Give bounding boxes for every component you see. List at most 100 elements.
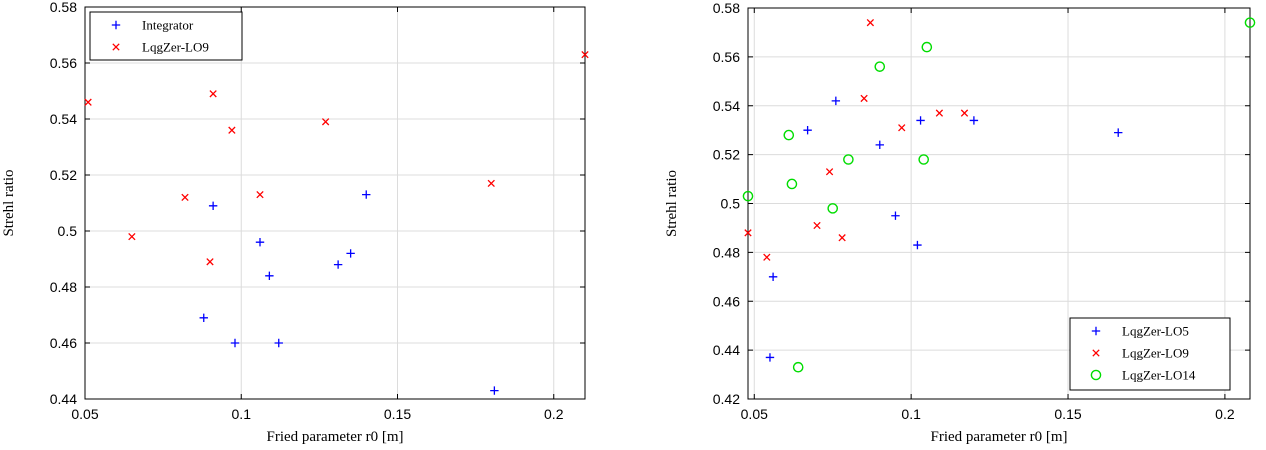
data-point xyxy=(1114,128,1123,137)
data-point xyxy=(969,116,979,125)
data-point xyxy=(763,253,771,261)
y-tick-label: 0.44 xyxy=(50,391,77,407)
legend-marker xyxy=(1090,369,1102,381)
legend-marker xyxy=(112,43,120,51)
data-point xyxy=(813,221,821,230)
data-point xyxy=(321,118,330,126)
legend-marker xyxy=(111,20,121,30)
left-scatter-plot: 0.05 0.1 0.15 0.2 0.44 0.46 0.48 0.5 0.52 0.54 0.5… xyxy=(1,0,589,445)
legend: Integrator LqgZer-LO9 xyxy=(89,11,243,61)
right-scatter-plot: 0.05 0.1 0.15 0.2 0.42 0.44 0.46 0.48 0.5 0.52 0.5… xyxy=(664,0,1256,445)
x-tick-label: 0.2 xyxy=(544,406,564,422)
data-point xyxy=(1244,17,1256,28)
data-point xyxy=(490,386,499,395)
x-tick-label: 0.15 xyxy=(1054,406,1081,422)
legend: LqgZer-LO5 LqgZer-LO9 LqgZer-LO14 xyxy=(1069,317,1231,391)
data-point xyxy=(581,50,589,59)
y-tick-label: 0.46 xyxy=(50,335,77,351)
y-tick-label: 0.52 xyxy=(713,147,740,163)
data-point xyxy=(206,258,214,266)
y-tick-label: 0.58 xyxy=(50,0,77,15)
data-point xyxy=(916,116,925,125)
x-tick-label: 0.15 xyxy=(384,406,411,422)
y-tick-label: 0.46 xyxy=(713,293,740,309)
y-tick-label: 0.56 xyxy=(50,55,77,71)
x-axis-label: Fried parameter r0 [m] xyxy=(930,429,1067,445)
data-point xyxy=(274,338,283,348)
data-point xyxy=(960,109,969,117)
y-tick-label: 0.42 xyxy=(713,391,740,407)
data-point xyxy=(843,154,854,165)
data-point xyxy=(230,338,240,348)
data-point xyxy=(84,98,92,106)
legend-marker xyxy=(1091,326,1101,336)
legend-entry-label: LqgZer-LO14 xyxy=(1122,368,1196,383)
series-lqgzer-lo9 xyxy=(84,50,589,266)
data-point xyxy=(487,179,495,188)
y-tick-label: 0.44 xyxy=(713,342,740,358)
x-tick-label: 0.2 xyxy=(1215,406,1235,422)
data-point xyxy=(346,249,355,258)
x-tick-label: 0.1 xyxy=(232,406,252,422)
y-tick-label: 0.54 xyxy=(50,111,77,127)
data-point xyxy=(831,96,841,106)
data-point xyxy=(765,353,775,362)
data-point xyxy=(838,234,846,242)
data-point xyxy=(199,313,208,322)
data-point xyxy=(792,361,804,373)
y-tick-label: 0.48 xyxy=(713,244,740,260)
y-axis-label: Strehl ratio xyxy=(664,170,680,237)
data-point xyxy=(128,232,136,241)
data-point xyxy=(921,41,933,53)
data-point xyxy=(265,271,274,280)
y-axis-label: Strehl ratio xyxy=(1,169,17,236)
data-point xyxy=(803,125,812,135)
data-point xyxy=(333,260,343,269)
series-lqgzer-lo9 xyxy=(744,19,969,261)
data-point xyxy=(866,19,875,27)
data-point xyxy=(860,94,868,103)
data-point xyxy=(181,193,189,202)
data-point xyxy=(935,109,944,117)
legend-entry-label: LqgZer-LO9 xyxy=(1122,346,1189,361)
data-point xyxy=(825,168,834,176)
data-point xyxy=(918,154,930,165)
y-tick-label: 0.48 xyxy=(50,279,77,295)
grid xyxy=(84,6,585,400)
data-point xyxy=(913,240,922,250)
data-point xyxy=(768,272,778,282)
data-point xyxy=(209,90,217,98)
y-tick-label: 0.54 xyxy=(713,98,740,114)
y-tick-label: 0.5 xyxy=(58,223,78,239)
data-point xyxy=(744,229,752,237)
legend-box xyxy=(89,11,243,61)
y-tick-label: 0.52 xyxy=(50,167,77,183)
data-point xyxy=(786,178,798,190)
y-tick-label: 0.58 xyxy=(713,0,740,16)
legend-entry-label: LqgZer-LO5 xyxy=(1122,324,1189,339)
data-point xyxy=(898,124,906,132)
plot-frame xyxy=(84,6,586,400)
y-tick-label: 0.5 xyxy=(721,196,741,212)
data-point xyxy=(742,190,754,202)
data-point xyxy=(827,203,839,214)
data-point xyxy=(255,238,265,247)
x-tick-label: 0.05 xyxy=(741,406,768,422)
data-point xyxy=(875,140,884,150)
data-point xyxy=(891,211,900,220)
data-point xyxy=(228,126,236,134)
y-tick-label: 0.56 xyxy=(713,49,740,65)
data-point xyxy=(874,61,886,72)
data-point xyxy=(208,201,218,210)
x-tick-label: 0.1 xyxy=(901,406,921,422)
legend-marker xyxy=(1092,349,1100,357)
series-integrator xyxy=(199,190,499,395)
legend-entry-label: Integrator xyxy=(142,18,194,33)
data-point xyxy=(256,190,264,199)
series-lqgzer-lo5 xyxy=(765,96,1123,362)
data-point xyxy=(362,190,371,199)
data-point xyxy=(783,129,795,141)
series-lqgzer-lo14 xyxy=(742,17,1256,373)
legend-entry-label: LqgZer-LO9 xyxy=(142,40,209,55)
